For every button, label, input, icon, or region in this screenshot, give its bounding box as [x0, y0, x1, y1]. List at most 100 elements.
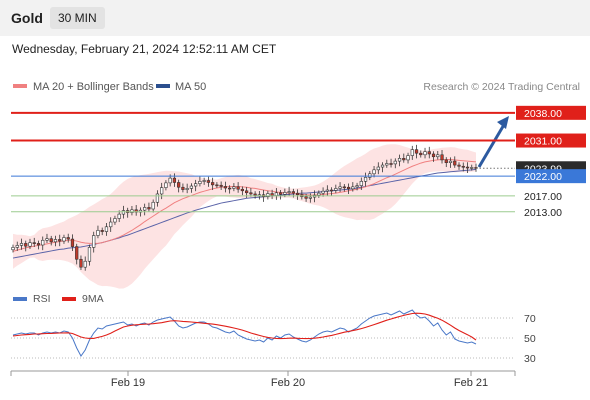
candle-body [160, 187, 164, 195]
candle [172, 173, 177, 187]
candle-body [423, 151, 427, 156]
candle [397, 154, 402, 167]
candle-body [113, 218, 117, 223]
candle [11, 244, 15, 253]
candle [28, 238, 32, 249]
candle [453, 156, 457, 168]
candle [206, 176, 211, 187]
bollinger-band [13, 144, 476, 289]
candle-body [104, 226, 109, 232]
candle [278, 190, 283, 200]
candle-body [181, 186, 185, 190]
candle-body [249, 192, 253, 195]
candle-body [219, 184, 223, 187]
candle [308, 193, 312, 203]
candle [45, 233, 49, 244]
candle [329, 187, 334, 196]
candle-body [11, 247, 15, 251]
candle-body [96, 230, 100, 236]
candle [372, 166, 376, 178]
candle [351, 182, 355, 192]
level-tag-pivot [516, 169, 586, 184]
rsi-legend-label: RSI [33, 293, 51, 305]
candle [325, 185, 329, 196]
level-label-support: 2017.00 [524, 191, 562, 203]
candle [232, 183, 236, 192]
candle-body [470, 167, 474, 169]
candle [410, 145, 414, 160]
candle [253, 191, 257, 199]
rsi-legend-swatch [13, 297, 27, 301]
candle-body [215, 184, 219, 187]
candle-body [334, 188, 338, 191]
candle-body [283, 192, 287, 195]
candle-body [70, 238, 75, 247]
candle [181, 183, 185, 193]
candle-body [342, 186, 346, 189]
candle-body [444, 159, 448, 163]
candle [266, 190, 270, 200]
ma50-line [12, 168, 477, 259]
candle-body [147, 207, 151, 210]
candle [423, 147, 427, 159]
candle [359, 177, 363, 190]
candle [406, 152, 410, 164]
candle [436, 151, 440, 160]
rsi-tick-label: 30 [524, 353, 536, 365]
level-label-resistance: 2031.00 [524, 136, 562, 148]
candle-body [24, 243, 28, 247]
candle-body [372, 169, 376, 175]
candle [355, 182, 359, 191]
candle [240, 186, 244, 196]
candle-body [465, 166, 470, 169]
candle-body [338, 186, 342, 189]
candle [143, 203, 147, 216]
candle [151, 199, 155, 213]
candle [431, 151, 436, 162]
interval-button[interactable]: 30 MIN [50, 7, 105, 29]
candle-body [28, 242, 32, 247]
candle-body [198, 180, 202, 184]
header-bar: Gold 30 MIN [0, 0, 590, 36]
candle-body [436, 154, 440, 158]
candle-body [397, 158, 402, 162]
candle [228, 185, 232, 194]
candle-body [236, 186, 240, 190]
candle-body [329, 189, 334, 192]
rsi-line [12, 309, 477, 357]
candle-body [270, 193, 274, 196]
candle-body [202, 180, 206, 182]
candle-body [151, 201, 155, 210]
candle-body [130, 209, 134, 213]
candle-body [406, 155, 410, 161]
candle-body [325, 189, 329, 192]
candle-body [461, 165, 465, 168]
candle-body [100, 230, 104, 232]
candle-body [87, 247, 92, 262]
candle [321, 187, 325, 197]
candle-body [164, 182, 168, 188]
candle [402, 153, 406, 163]
candle-body [351, 186, 355, 190]
candle [164, 180, 168, 191]
forecast-arrow-head [497, 115, 509, 129]
candle [448, 157, 453, 168]
candle [19, 238, 24, 250]
candle [62, 234, 66, 244]
ma50-legend-label: MA 50 [175, 81, 206, 93]
candle [465, 162, 470, 173]
candle [444, 157, 448, 168]
candle [24, 240, 28, 252]
ma20-line [12, 159, 477, 252]
candle-body [393, 160, 397, 165]
candle-body [177, 182, 181, 188]
candle [32, 237, 36, 247]
candle-body [431, 153, 436, 158]
candle-body [49, 238, 53, 243]
candle-body [211, 182, 215, 186]
time-axis-label: Feb 20 [271, 377, 305, 389]
candle-body [223, 186, 228, 189]
candle-body [172, 177, 177, 183]
candle-body [453, 160, 457, 166]
